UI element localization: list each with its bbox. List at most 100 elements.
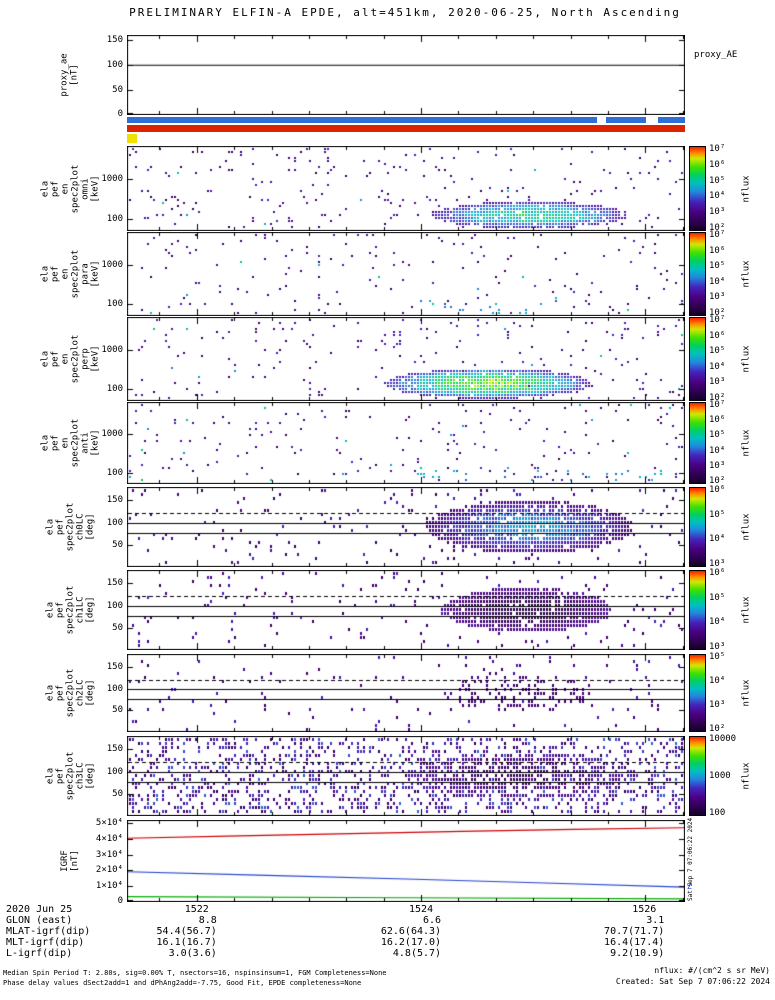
ephemeris-row-label: MLT-igrf(dip) — [6, 937, 85, 948]
panel-igrf — [127, 820, 685, 902]
spectrogram-canvas-ch1 — [127, 570, 685, 650]
y-axis-label-text: ela pef en spec2plot anti [keV] — [40, 418, 100, 468]
panel-s2 — [127, 232, 685, 316]
colorbar-tick-label: 10³ — [709, 558, 726, 569]
colorbar-tick-label: 10⁷ — [709, 230, 726, 241]
colorbar-title-text: nflux — [742, 345, 752, 373]
colorbar-tick-label: 10² — [709, 723, 726, 734]
date-label: 2020 Jun 25 — [6, 904, 73, 915]
time-tick-label: 1524 — [409, 904, 434, 915]
units-note: nflux: #/(cm^2 s sr MeV) — [654, 966, 770, 975]
panel-proxy — [127, 35, 685, 115]
spectrogram-canvas-s2 — [127, 232, 685, 316]
line-end-label: Z — [687, 881, 692, 891]
colorbar-ch3 — [689, 736, 706, 816]
footer-line-2: Phase delay values dSect2add=1 and dPhAn… — [3, 979, 362, 987]
y-tick-label: 100 — [106, 467, 123, 478]
y-tick-label: 100 — [106, 766, 123, 777]
y-tick-label: 1000 — [101, 428, 123, 439]
colorbar-tick-label: 10⁵ — [709, 509, 726, 520]
panel-ch1 — [127, 570, 685, 650]
ephemeris-value: 16.4(17.4) — [604, 937, 665, 948]
y-tick-label: 100 — [106, 299, 123, 310]
footer-line-1: Median Spin Period T: 2.80s, sig=0.00% T… — [3, 969, 387, 977]
colorbar-title-text: nflux — [742, 260, 752, 288]
colorbar-title: nflux — [741, 487, 753, 567]
time-tick-label: 1526 — [632, 904, 657, 915]
y-tick-label: 150 — [106, 744, 123, 755]
y-tick-label: 3×10⁴ — [95, 849, 123, 860]
ephemeris-value: 54.4(56.7) — [156, 926, 217, 937]
colorbar-tick-label: 10⁴ — [709, 361, 726, 372]
colorbar-tick-label: 10⁶ — [709, 160, 726, 171]
colorbar-title: nflux — [741, 317, 753, 401]
colorbar-tick-label: 10⁵ — [709, 346, 726, 357]
colorbar-s1 — [689, 146, 706, 231]
colorbar-tick-label: 10⁴ — [709, 676, 726, 687]
y-tick-label: 1000 — [101, 174, 123, 185]
plot-title: PRELIMINARY ELFIN-A EPDE, alt=451km, 202… — [129, 6, 681, 19]
colorbar-tick-label: 10⁶ — [709, 415, 726, 426]
ephemeris-value: 16.1(16.7) — [156, 937, 217, 948]
line-plot-canvas-igrf — [127, 820, 685, 902]
ephemeris-value: 3.0(3.6) — [168, 948, 217, 959]
colorbar-title: nflux — [741, 402, 753, 484]
colorbar-tick-label: 10000 — [709, 734, 737, 745]
colorbar-tick-label: 10³ — [709, 699, 726, 710]
y-tick-label: 100 — [106, 600, 123, 611]
colorbar-tick-label: 10⁷ — [709, 400, 726, 411]
y-tick-label: 100 — [106, 214, 123, 225]
line-plot-canvas-proxy — [127, 35, 685, 115]
panel-ch0 — [127, 487, 685, 567]
colorbar-tick-label: 10³ — [709, 460, 726, 471]
y-tick-label: 50 — [112, 788, 123, 799]
colorbar-tick-label: 10⁵ — [709, 175, 726, 186]
colorbar-tick-label: 10⁴ — [709, 191, 726, 202]
colorbar-tick-label: 10² — [709, 475, 726, 486]
colorbar-title-text: nflux — [742, 762, 752, 790]
colorbar-tick-label: 10⁴ — [709, 534, 726, 545]
y-tick-label: 50 — [112, 705, 123, 716]
colorbar-tick-label: 10⁵ — [709, 430, 726, 441]
panel-right-label: proxy_AE — [694, 50, 738, 60]
panel-s3 — [127, 317, 685, 401]
panel-ch3 — [127, 736, 685, 816]
y-tick-label: 4×10⁴ — [95, 833, 123, 844]
colorbar-tick-label: 10² — [709, 222, 726, 233]
colorbar-ch1 — [689, 570, 706, 650]
ephemeris-row-label: GLON (east) — [6, 915, 73, 926]
colorbar-title: nflux — [741, 146, 753, 231]
y-tick-label: 2×10⁴ — [95, 865, 123, 876]
colorbar-s4 — [689, 402, 706, 484]
availability-bar-blue — [657, 117, 685, 123]
spectrogram-canvas-ch2 — [127, 654, 685, 732]
y-tick-label: 0 — [117, 896, 123, 907]
availability-bar-yellow — [127, 134, 138, 143]
colorbar-tick-label: 10⁴ — [709, 276, 726, 287]
y-tick-label: 1000 — [101, 344, 123, 355]
y-tick-label: 50 — [112, 539, 123, 550]
ephemeris-value: 9.2(10.9) — [610, 948, 665, 959]
y-tick-label: 100 — [106, 517, 123, 528]
spectrogram-canvas-ch3 — [127, 736, 685, 816]
availability-bar-red — [127, 125, 685, 132]
spectrogram-canvas-ch0 — [127, 487, 685, 567]
availability-bar-blue — [605, 117, 646, 123]
panel-ch2 — [127, 654, 685, 732]
y-axis-label-text: ela pef en spec2plot para [keV] — [40, 249, 100, 299]
colorbar-title: nflux — [741, 736, 753, 816]
colorbar-tick-label: 10⁷ — [709, 144, 726, 155]
y-tick-label: 150 — [106, 495, 123, 506]
colorbar-ch0 — [689, 487, 706, 567]
colorbar-tick-label: 10³ — [709, 292, 726, 303]
panel-s4 — [127, 402, 685, 484]
colorbar-tick-label: 10⁶ — [709, 568, 726, 579]
colorbar-title: nflux — [741, 654, 753, 732]
y-tick-label: 1000 — [101, 259, 123, 270]
colorbar-tick-label: 1000 — [709, 771, 731, 781]
panel-s1 — [127, 146, 685, 231]
colorbar-tick-label: 10² — [709, 392, 726, 403]
ephemeris-value: 6.6 — [423, 915, 442, 926]
ephemeris-value: 4.8(5.7) — [392, 948, 442, 959]
